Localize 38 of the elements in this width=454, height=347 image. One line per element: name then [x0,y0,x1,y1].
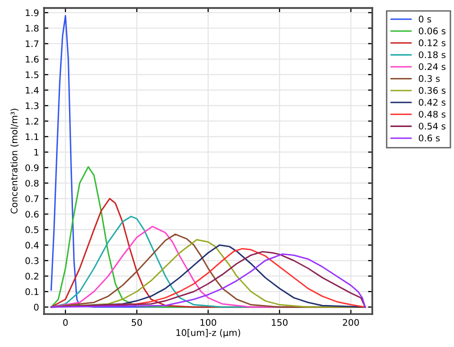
y-tick-label: 1.9 [26,9,39,16]
legend-label: 0.54 s [418,122,446,130]
legend-label: 0.42 s [418,98,446,106]
y-tick-label: 1.1 [26,133,38,140]
y-tick-label: 0.7 [25,195,38,202]
x-tick-label: 0 [63,319,68,326]
legend-label: 0.12 s [418,39,446,46]
y-tick-label: 0.3 [25,257,38,264]
x-tick-label: 50 [132,319,142,326]
legend-label: 0.24 s [418,63,446,70]
legend-label: 0.3 s [418,75,440,82]
x-tick-label: 150 [272,319,288,326]
x-tick-label: 100 [200,319,216,326]
y-tick-label: 0.8 [25,180,39,187]
y-tick-label: 0.9 [25,164,39,172]
x-axis-title: 10[um]-z (µm) [176,329,240,338]
y-tick-label: 0 [34,304,39,311]
legend-label: 0.06 s [418,28,446,34]
y-tick-label: 0.5 [25,226,38,234]
y-tick-label: 0.2 [25,272,38,280]
y-tick-label: 0.4 [25,242,39,249]
y-tick-label: 1 [34,148,38,156]
legend-label: 0.48 s [418,110,446,118]
x-tick-label: 200 [342,319,359,326]
y-tick-label: 1.5 [26,71,38,78]
y-tick-label: 1.3 [26,102,38,110]
legend-label: 0 s [418,16,432,22]
legend-label: 0.6 s [418,134,440,142]
y-tick-label: 1.2 [26,118,38,125]
y-tick-label: 1.7 [26,40,38,48]
y-tick-label: 1.8 [26,24,39,32]
y-tick-label: 0.1 [25,288,38,296]
legend-label: 0.36 s [418,87,446,94]
y-axis-title: Concentration (mol/m³) [10,108,19,214]
y-tick-label: 0.6 [25,210,39,218]
y-tick-label: 1.6 [26,56,39,63]
y-tick-label: 1.4 [26,86,39,94]
legend-label: 0.18 s [418,51,446,58]
